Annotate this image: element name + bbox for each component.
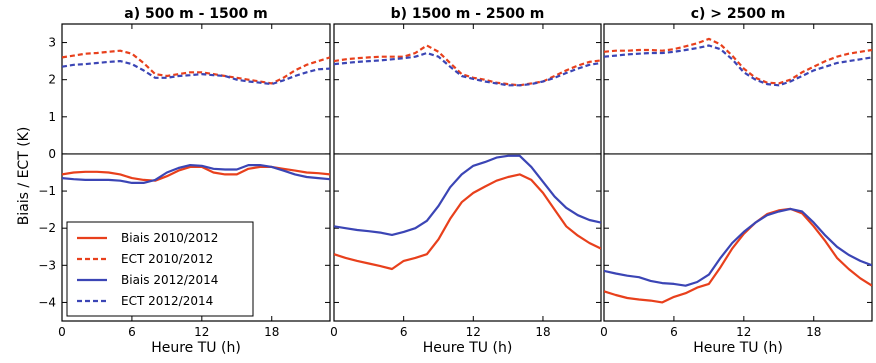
series-line-2	[62, 49, 330, 85]
panel-title: a) 500 m - 1500 m	[124, 6, 267, 22]
series-line-3	[62, 164, 330, 184]
series-line-1	[604, 207, 872, 304]
y-tick-label: 2	[48, 73, 56, 87]
y-tick-label: −1	[38, 184, 56, 198]
y-tick-label: 1	[48, 110, 56, 124]
x-tick-label: 18	[806, 325, 821, 339]
series-line-4	[62, 59, 330, 86]
series-line-3	[604, 207, 872, 287]
x-tick-label: 12	[466, 325, 481, 339]
y-tick-label: −4	[38, 295, 56, 309]
x-axis-label: Heure TU (h)	[693, 340, 783, 356]
legend: Biais 2010/2012 ECT 2010/2012 Biais 2012/2…	[66, 221, 254, 317]
x-tick-label: 12	[194, 325, 209, 339]
panel-2: b) 1500 m - 2500 m 0 6 12 18 Heure TU (h)	[330, 6, 602, 356]
plot-frame	[61, 23, 331, 322]
x-tick-label: 18	[264, 325, 279, 339]
x-tick-label: 12	[736, 325, 751, 339]
x-tick-label: 6	[400, 325, 408, 339]
panel-3: c) > 2500 m 0 6 12 18 Heure TU (h)	[600, 6, 873, 356]
y-tick-label: 0	[48, 147, 56, 161]
series-line-4	[334, 51, 601, 87]
x-tick-label: 0	[600, 325, 608, 339]
y-tick-label: −3	[38, 258, 56, 272]
x-tick-label: 18	[535, 325, 550, 339]
series-line-4	[604, 44, 872, 87]
series-line-2	[604, 37, 872, 85]
legend-label: Biais 2012/2014	[121, 273, 218, 287]
legend-label: ECT 2010/2012	[121, 252, 213, 266]
y-tick-label: −2	[38, 221, 56, 235]
x-axis-label: Heure TU (h)	[423, 340, 513, 356]
series-line-1	[62, 165, 330, 182]
series-line-2	[334, 44, 601, 87]
legend-label: Biais 2010/2012	[121, 231, 218, 245]
x-tick-label: 6	[128, 325, 136, 339]
x-axis-label: Heure TU (h)	[151, 340, 241, 356]
series-line-3	[334, 154, 601, 236]
legend-label: ECT 2012/2014	[121, 294, 213, 308]
plot-frame	[333, 23, 602, 322]
y-tick-label: 3	[48, 36, 56, 50]
plot-frame	[603, 23, 873, 322]
series-line-1	[334, 173, 601, 271]
panel-title: c) > 2500 m	[691, 6, 786, 22]
x-tick-label: 0	[58, 325, 66, 339]
x-tick-label: 6	[670, 325, 678, 339]
panel-title: b) 1500 m - 2500 m	[391, 6, 545, 22]
y-axis-label: Biais / ECT (K)	[16, 127, 32, 226]
x-tick-label: 0	[330, 325, 338, 339]
